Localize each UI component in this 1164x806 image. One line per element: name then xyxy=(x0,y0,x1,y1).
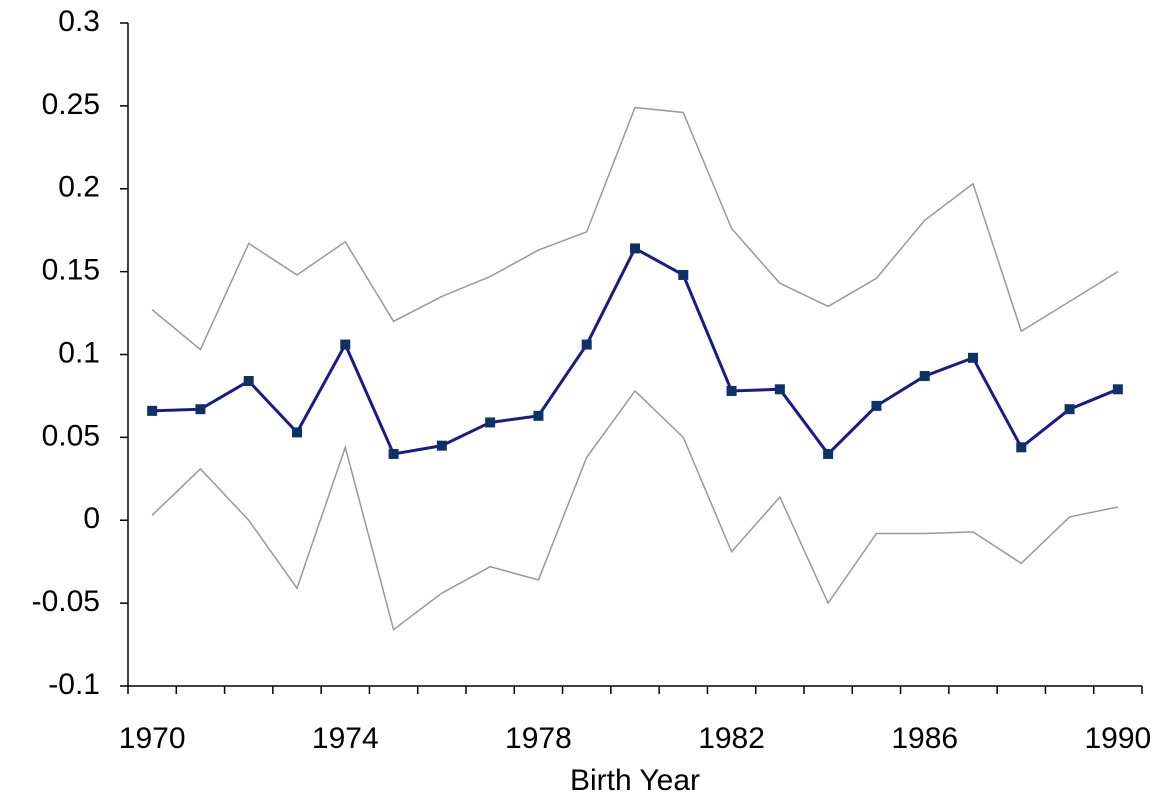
x-tick-label: 1974 xyxy=(312,722,379,755)
y-tick-label: 0.2 xyxy=(58,171,100,204)
point-marker xyxy=(823,448,834,459)
point-marker xyxy=(292,427,302,438)
point-marker xyxy=(1064,404,1075,415)
y-tick-label: 0.25 xyxy=(42,88,100,121)
point-marker xyxy=(195,404,206,415)
point-marker xyxy=(1016,442,1027,453)
x-tick-label: 1982 xyxy=(698,722,765,755)
point-marker xyxy=(147,405,158,416)
point-marker xyxy=(436,440,447,451)
point-marker xyxy=(726,385,737,396)
x-tick-label: 1978 xyxy=(505,722,572,755)
y-tick-label: 0.15 xyxy=(42,254,100,287)
y-tick-label: 0.1 xyxy=(58,336,100,369)
y-tick-label: 0 xyxy=(83,502,100,535)
x-axis-title: Birth Year xyxy=(570,764,700,797)
point-marker xyxy=(678,269,689,280)
point-marker xyxy=(630,243,640,254)
point-marker xyxy=(388,448,399,459)
x-tick-label: 1986 xyxy=(891,722,958,755)
y-tick-label: -0.1 xyxy=(48,668,100,701)
point-marker xyxy=(871,400,882,411)
point-marker xyxy=(919,371,930,382)
point-marker xyxy=(485,417,496,428)
line xyxy=(151,389,1119,631)
point-marker xyxy=(340,339,351,350)
line xyxy=(151,106,1119,351)
point-marker xyxy=(774,384,785,395)
y-tick-label: -0.05 xyxy=(32,585,100,618)
point-marker xyxy=(581,339,592,350)
point-marker xyxy=(533,410,544,421)
y-tick-label: 0.05 xyxy=(42,419,100,452)
line xyxy=(152,246,1119,457)
x-tick-label: 1990 xyxy=(1084,722,1151,755)
point-marker xyxy=(968,352,978,363)
y-tick-label: 0.3 xyxy=(58,5,100,38)
point-marker xyxy=(1112,384,1123,395)
x-tick-label: 1970 xyxy=(119,722,186,755)
point-marker xyxy=(243,376,254,387)
